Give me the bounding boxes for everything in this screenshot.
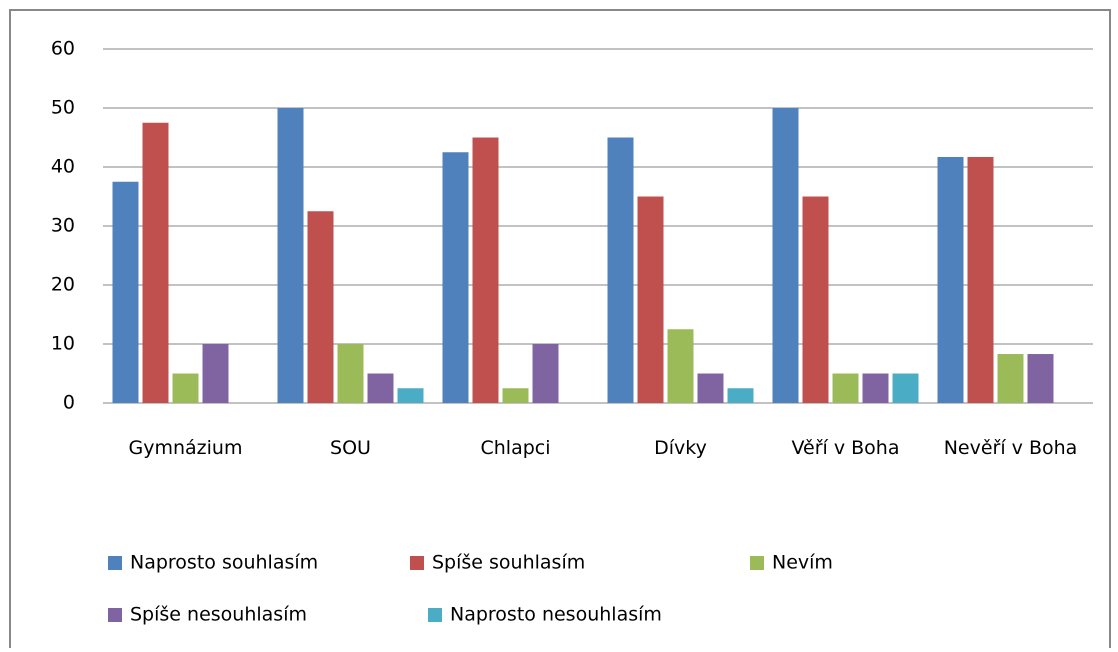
bar — [337, 344, 364, 403]
legend-label: Nevím — [772, 552, 833, 574]
chart-border — [9, 9, 1111, 652]
x-tick-label: SOU — [330, 437, 371, 459]
bar — [142, 122, 169, 403]
bar — [472, 137, 499, 403]
x-tick-label: Gymnázium — [128, 437, 243, 459]
bar — [697, 373, 724, 403]
bar — [802, 196, 829, 403]
x-tick-label: Věří v Boha — [791, 437, 900, 459]
bar — [607, 137, 634, 403]
bar — [307, 211, 334, 403]
bar — [277, 108, 304, 403]
bar — [832, 373, 859, 403]
bar — [112, 181, 139, 403]
legend-swatch — [428, 608, 442, 622]
y-tick-label: 30 — [51, 215, 75, 237]
x-tick-label-box: SOU — [330, 437, 371, 459]
x-tick-label: Dívky — [654, 437, 707, 459]
y-tick-label: 20 — [51, 274, 75, 296]
legend-swatch — [410, 556, 424, 570]
legend-swatch — [108, 608, 122, 622]
x-tick-label-box: Dívky — [654, 437, 707, 459]
bar — [1027, 354, 1054, 403]
bar — [367, 373, 394, 403]
bar — [397, 388, 424, 403]
bar — [967, 156, 994, 403]
x-tick-label-box: Gymnázium — [128, 437, 243, 459]
bar — [202, 344, 229, 403]
y-tick-label: 0 — [63, 392, 75, 414]
legend-label: Naprosto souhlasím — [130, 552, 318, 574]
x-tick-label-box: Chlapci — [480, 437, 551, 459]
x-tick-label-box: Nevěří v Boha — [943, 437, 1078, 459]
bar — [892, 373, 919, 403]
x-tick-label-box: Věří v Boha — [791, 437, 900, 459]
x-tick-label: Chlapci — [480, 437, 551, 459]
bar — [667, 329, 694, 403]
y-tick-label: 60 — [51, 38, 75, 60]
bar — [172, 373, 199, 403]
y-tick-label: 10 — [51, 333, 75, 355]
bar — [997, 354, 1024, 403]
bar — [862, 373, 889, 403]
legend-label: Naprosto nesouhlasím — [450, 604, 662, 626]
bar — [727, 388, 754, 403]
x-tick-label: Nevěří v Boha — [943, 437, 1078, 459]
bar — [502, 388, 529, 403]
bar — [937, 156, 964, 403]
bar — [772, 108, 799, 403]
bar — [532, 344, 559, 403]
legend-swatch — [108, 556, 122, 570]
y-tick-label: 50 — [51, 97, 75, 119]
y-tick-label: 40 — [51, 156, 75, 178]
legend-label: Spíše nesouhlasím — [130, 604, 307, 626]
legend-label: Spíše souhlasím — [432, 552, 585, 574]
bar — [637, 196, 664, 403]
legend-swatch — [750, 556, 764, 570]
bar — [442, 152, 469, 403]
